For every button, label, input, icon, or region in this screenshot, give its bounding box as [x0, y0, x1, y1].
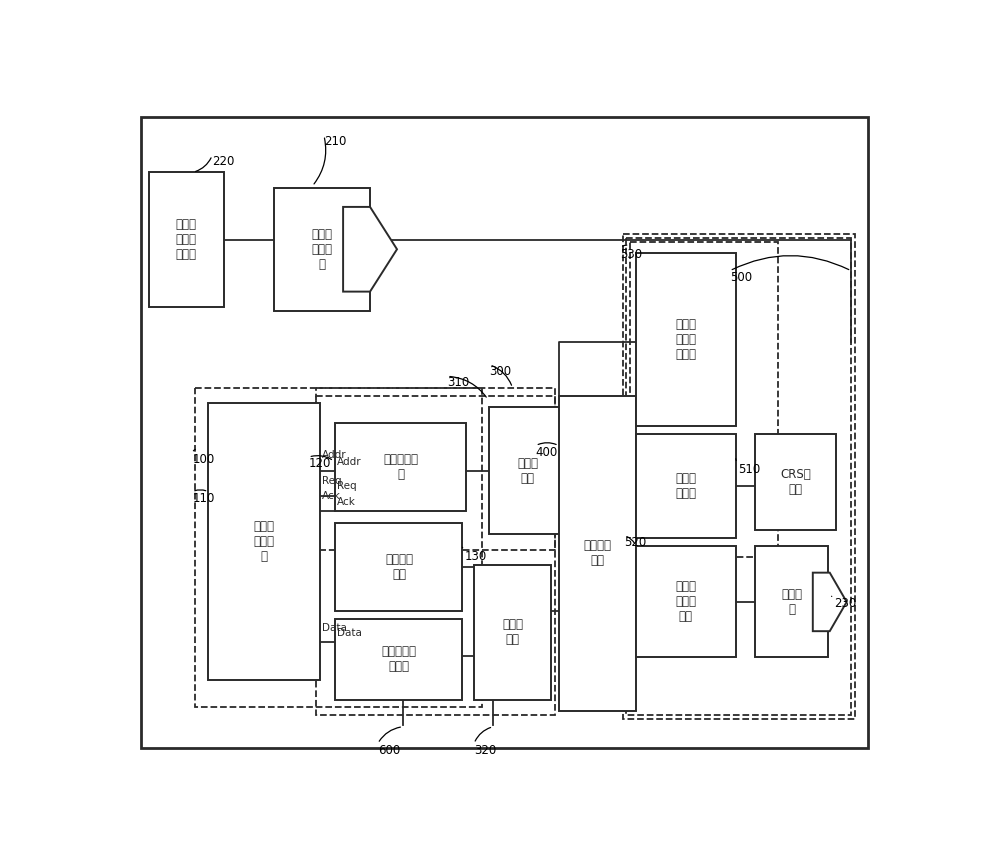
Bar — [630, 242, 778, 557]
Bar — [335, 619, 462, 700]
Bar — [195, 388, 482, 707]
Text: Ack: Ack — [322, 491, 340, 501]
Text: 110: 110 — [192, 492, 215, 505]
Text: Ack: Ack — [337, 497, 356, 507]
Text: 400: 400 — [536, 445, 558, 459]
Text: Req: Req — [322, 475, 341, 486]
Bar — [208, 403, 320, 680]
Text: Data: Data — [322, 623, 346, 632]
Bar — [335, 523, 462, 611]
Text: 地址生成单
元: 地址生成单 元 — [383, 453, 418, 480]
Polygon shape — [813, 572, 847, 631]
Text: 310: 310 — [447, 377, 469, 390]
Text: 520: 520 — [624, 535, 646, 549]
Bar — [316, 396, 555, 550]
Bar — [149, 172, 224, 307]
Text: Req: Req — [337, 481, 357, 492]
Text: 指令寄
存器: 指令寄 存器 — [502, 619, 523, 646]
Text: 第一数
据存储
器: 第一数 据存储 器 — [311, 227, 332, 271]
Text: 地址寄
存器: 地址寄 存器 — [517, 456, 538, 485]
Bar — [636, 546, 736, 657]
Bar — [755, 546, 828, 657]
Bar — [316, 388, 555, 715]
Bar — [636, 434, 736, 538]
Text: 320: 320 — [474, 744, 496, 757]
Text: 压缩指令解
码模块: 压缩指令解 码模块 — [381, 645, 416, 674]
Text: 510: 510 — [738, 462, 760, 475]
Text: 530: 530 — [620, 248, 642, 261]
Text: 第一指
令存储
器: 第一指 令存储 器 — [254, 520, 275, 564]
Polygon shape — [343, 207, 397, 292]
Text: CRS寄
存器: CRS寄 存器 — [780, 468, 811, 496]
Bar — [274, 188, 370, 311]
Bar — [636, 253, 736, 426]
Text: 600: 600 — [378, 744, 400, 757]
Text: 自定义
指令执
行单元: 自定义 指令执 行单元 — [675, 318, 696, 361]
Text: 加载存
储单元: 加载存 储单元 — [675, 472, 696, 500]
Bar — [755, 434, 836, 530]
Text: 指令解码
模块: 指令解码 模块 — [583, 540, 611, 567]
Text: Addr: Addr — [322, 450, 346, 460]
Text: 220: 220 — [212, 155, 235, 168]
Text: 寄存器
堆: 寄存器 堆 — [781, 588, 802, 615]
Text: 130: 130 — [465, 550, 487, 563]
Bar — [626, 238, 851, 715]
Text: 第二共
享数据
存储器: 第二共 享数据 存储器 — [176, 218, 197, 261]
Text: Data: Data — [337, 628, 362, 637]
Bar — [559, 396, 636, 711]
Text: 230: 230 — [834, 597, 857, 610]
Bar — [335, 422, 466, 511]
Text: 100: 100 — [192, 453, 214, 466]
Text: 210: 210 — [324, 136, 346, 148]
Text: 500: 500 — [730, 271, 752, 284]
Text: 120: 120 — [308, 457, 331, 470]
Text: 运算功
能执行
单元: 运算功 能执行 单元 — [675, 580, 696, 623]
Bar — [489, 407, 566, 535]
Text: Addr: Addr — [337, 456, 362, 467]
Bar — [623, 234, 855, 719]
Text: 300: 300 — [489, 365, 512, 378]
Text: 指令提取
接口: 指令提取 接口 — [385, 553, 413, 581]
Bar — [474, 565, 551, 700]
